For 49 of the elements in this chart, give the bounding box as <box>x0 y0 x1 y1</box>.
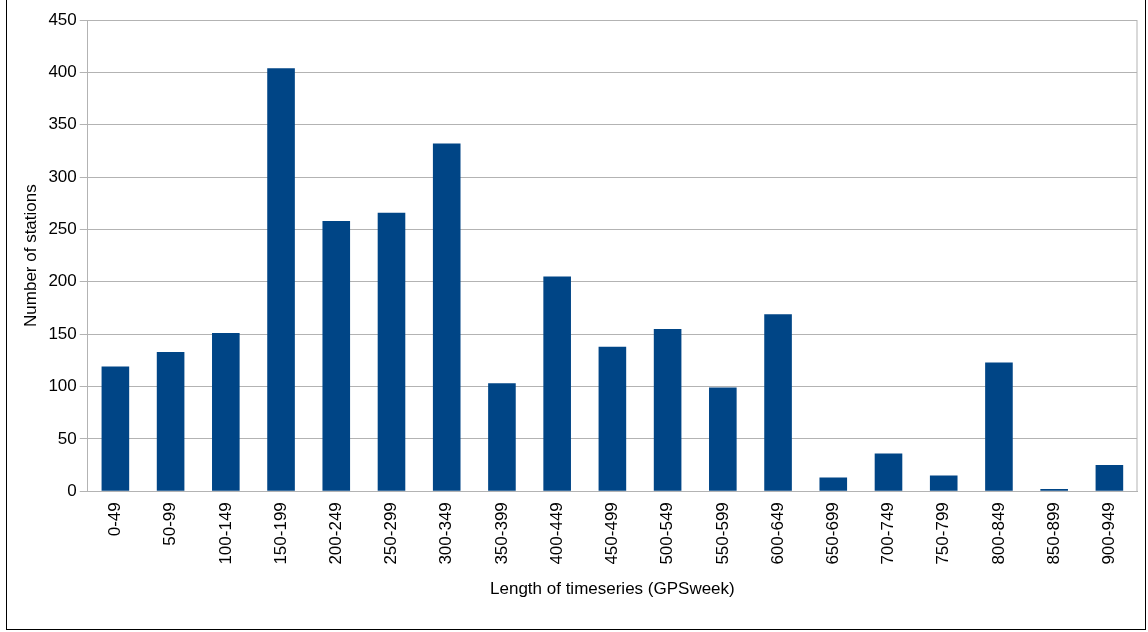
bar <box>764 314 792 491</box>
bar <box>1095 465 1124 491</box>
x-tick-label: 650-699 <box>822 502 842 565</box>
x-tick-label: 500-549 <box>657 502 677 565</box>
x-tick-label: 150-199 <box>270 502 290 565</box>
x-tick-label: 800-849 <box>988 502 1008 565</box>
bar <box>985 362 1013 491</box>
bar <box>267 68 295 491</box>
bar <box>156 351 185 491</box>
bar <box>929 475 958 491</box>
bar <box>653 328 682 491</box>
x-tick-label: 400-449 <box>546 502 566 565</box>
bar <box>212 333 240 491</box>
y-tick-label: 350 <box>48 114 77 134</box>
x-tick-label: 550-599 <box>712 502 732 565</box>
x-tick-label: 250-299 <box>381 502 401 565</box>
x-tick-label: 850-899 <box>1043 502 1063 565</box>
y-tick-label: 250 <box>48 219 77 239</box>
y-tick-label: 0 <box>67 480 77 500</box>
y-axis-title: Number of stations <box>20 184 40 327</box>
bar <box>874 453 903 491</box>
bar <box>101 366 130 491</box>
x-tick-label: 300-349 <box>436 502 456 565</box>
bar <box>432 143 461 491</box>
x-tick-label: 50-99 <box>160 502 180 546</box>
x-tick-label: 700-749 <box>878 502 898 565</box>
bar <box>543 276 571 491</box>
y-tick-label: 200 <box>48 271 77 291</box>
bar <box>322 221 351 491</box>
x-tick-label: 100-149 <box>215 502 235 565</box>
x-tick-label: 750-799 <box>933 502 953 565</box>
x-tick-label: 900-949 <box>1099 502 1119 565</box>
y-tick-label: 100 <box>48 376 77 396</box>
x-tick-label: 200-249 <box>325 502 345 565</box>
bar <box>598 346 627 491</box>
y-tick-label: 50 <box>57 428 77 448</box>
x-tick-label: 450-499 <box>602 502 622 565</box>
bar <box>819 477 848 491</box>
y-tick-label: 450 <box>48 9 77 29</box>
y-tick-label: 300 <box>48 166 77 186</box>
y-tick-label: 150 <box>48 323 77 343</box>
bar <box>488 383 516 491</box>
x-axis-title: Length of timeseries (GPSweek) <box>490 579 735 599</box>
bar <box>377 212 406 491</box>
y-tick-label: 400 <box>48 62 77 82</box>
x-tick-label: 350-399 <box>491 502 511 565</box>
bar <box>709 387 737 491</box>
x-tick-label: 0-49 <box>105 502 125 537</box>
x-tick-label: 600-649 <box>767 502 787 565</box>
